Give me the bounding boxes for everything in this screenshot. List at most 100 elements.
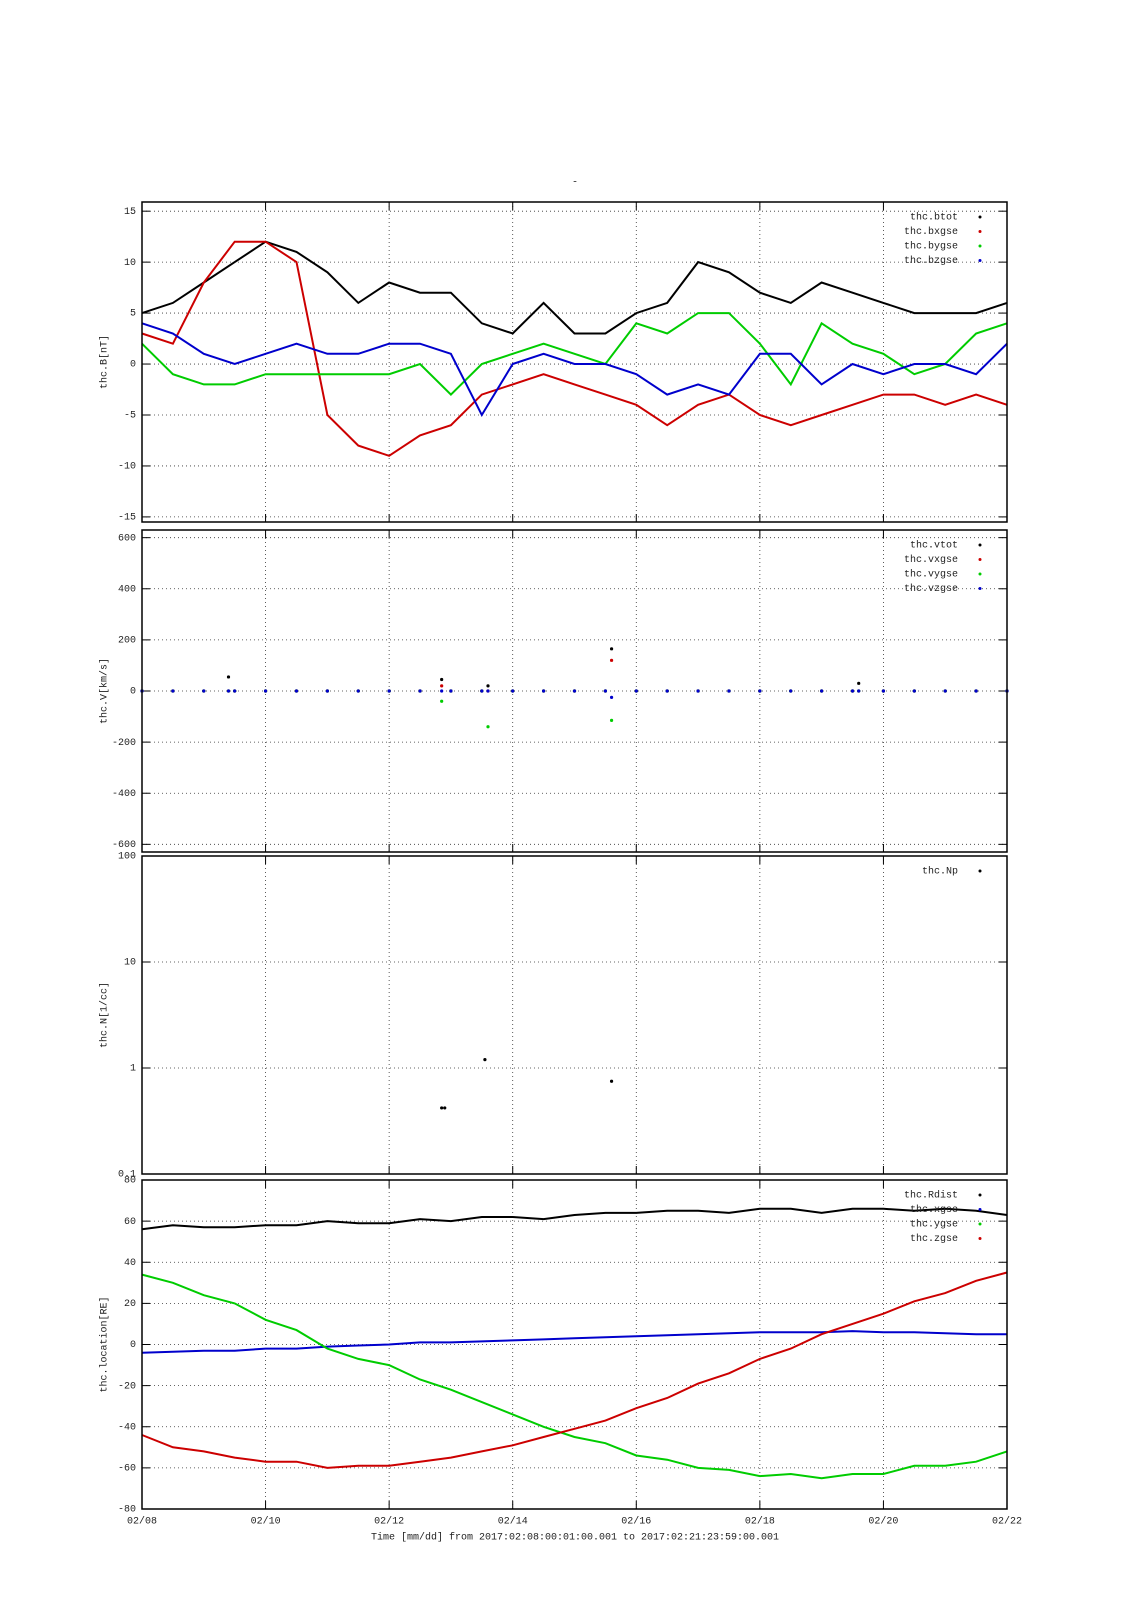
x-tick-label: 02/16 xyxy=(621,1516,651,1528)
series-line xyxy=(141,322,1008,418)
point xyxy=(443,1106,447,1110)
point xyxy=(758,689,762,693)
y-tick-label: -40 xyxy=(118,1422,136,1433)
point xyxy=(356,689,360,693)
y-tick-label: -10 xyxy=(118,462,136,473)
point xyxy=(226,675,231,679)
legend-marker xyxy=(978,869,982,873)
y-tick-label: 60 xyxy=(124,1217,136,1228)
x-tick-label: 02/14 xyxy=(498,1516,528,1528)
y-tick-label: -200 xyxy=(112,738,136,749)
point xyxy=(542,689,546,693)
point xyxy=(486,684,490,688)
legend-marker xyxy=(978,543,982,547)
legend-marker xyxy=(978,572,982,576)
y-tick-label: 1 xyxy=(130,1064,136,1075)
legend-marker xyxy=(978,1208,982,1211)
point xyxy=(727,689,731,693)
plot-frame xyxy=(141,855,1008,1175)
x-tick-label: 02/12 xyxy=(374,1516,404,1528)
point xyxy=(634,689,638,693)
point xyxy=(226,689,231,693)
plot-frame xyxy=(141,201,1008,523)
point xyxy=(418,689,422,693)
point xyxy=(440,684,444,688)
y-tick-label: -600 xyxy=(112,840,136,851)
y-axis-label: thc.B[nT] xyxy=(99,335,111,389)
plot-frame xyxy=(141,1179,1008,1510)
legend-label: thc.bxgse xyxy=(904,226,958,238)
y-tick-label: 40 xyxy=(124,1258,136,1269)
y-tick-label: 80 xyxy=(124,1176,136,1187)
legend-marker xyxy=(978,587,982,590)
y-tick-label: 5 xyxy=(130,309,136,320)
series-line xyxy=(141,240,1008,457)
legend-label: thc.btot xyxy=(910,212,958,224)
x-tick-label: 02/18 xyxy=(745,1516,775,1528)
y-tick-label: 0 xyxy=(130,687,136,698)
point xyxy=(820,689,824,693)
point xyxy=(387,689,391,693)
y-tick-label: 20 xyxy=(124,1299,136,1310)
legend-label: thc.vtot xyxy=(910,540,958,552)
y-axis-label: thc.location[RE] xyxy=(99,1296,111,1392)
x-tick-label: 02/22 xyxy=(992,1516,1022,1528)
point xyxy=(483,1058,487,1062)
x-axis-label: Time [mm/dd] from 2017:02:08:00:01:00.00… xyxy=(371,1532,779,1544)
legend-marker xyxy=(978,259,982,262)
point xyxy=(440,699,444,703)
point xyxy=(857,689,861,693)
point xyxy=(912,689,916,693)
point xyxy=(294,689,299,693)
point xyxy=(486,689,490,693)
legend-marker xyxy=(978,1237,982,1240)
point xyxy=(263,689,268,693)
y-tick-label: 10 xyxy=(124,958,136,969)
point xyxy=(665,689,669,693)
point xyxy=(440,689,444,693)
legend-label: thc.ygse xyxy=(910,1219,958,1231)
point xyxy=(609,1079,614,1083)
legend-label: thc.vxgse xyxy=(904,554,958,566)
series-line xyxy=(141,1207,1008,1231)
legend-label: thc.vygse xyxy=(904,569,958,581)
point xyxy=(511,689,515,693)
legend-marker xyxy=(978,244,982,248)
legend-marker xyxy=(978,230,982,233)
legend-label: thc.bzgse xyxy=(904,255,958,267)
point xyxy=(440,677,444,682)
y-tick-label: -20 xyxy=(118,1381,136,1392)
point xyxy=(974,689,978,693)
legend-label: thc.vzgse xyxy=(904,583,958,595)
point xyxy=(449,689,453,693)
y-tick-label: -15 xyxy=(118,513,136,524)
point xyxy=(789,689,793,693)
y-tick-label: -5 xyxy=(124,411,136,422)
y-tick-label: 0 xyxy=(130,360,136,371)
x-tick-label: 02/08 xyxy=(127,1516,157,1528)
y-tick-label: 0.1 xyxy=(118,1170,136,1181)
y-axis-label: thc.V[km/s] xyxy=(99,658,111,724)
y-tick-label: 100 xyxy=(118,852,136,863)
point xyxy=(325,689,329,693)
point xyxy=(850,689,855,693)
series-line xyxy=(141,1271,1008,1469)
point xyxy=(609,695,614,699)
legend-label: thc.xgse xyxy=(910,1204,958,1216)
series-line xyxy=(141,312,1008,397)
y-axis-label: thc.N[1/cc] xyxy=(99,982,111,1048)
y-tick-label: 600 xyxy=(118,533,136,544)
point xyxy=(696,689,700,693)
point xyxy=(609,718,614,722)
legend-marker xyxy=(978,215,982,219)
point xyxy=(202,689,206,693)
legend-marker xyxy=(978,558,982,561)
point xyxy=(171,689,175,693)
point xyxy=(881,689,886,693)
legend-label: thc.Np xyxy=(922,866,958,878)
point xyxy=(603,689,607,693)
legend-marker xyxy=(978,1193,982,1197)
point xyxy=(943,689,947,693)
point xyxy=(572,689,577,693)
